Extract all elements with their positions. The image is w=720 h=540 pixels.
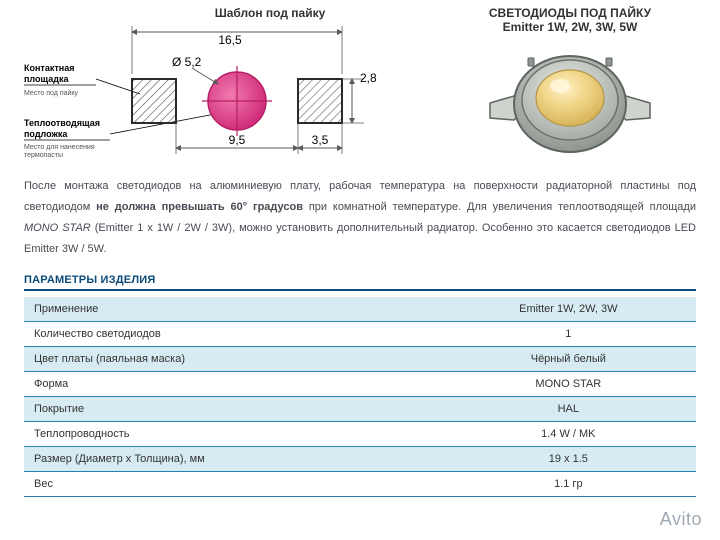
param-key: Вес: [24, 471, 441, 496]
label-contact-note: Место под пайку: [24, 89, 79, 97]
dim-center: 9,5: [229, 133, 246, 147]
param-value: MONO STAR: [441, 371, 696, 396]
param-value: 1.1 гр: [441, 471, 696, 496]
param-key: Покрытие: [24, 396, 441, 421]
param-key: Размер (Диаметр x Толщина), мм: [24, 446, 441, 471]
led-notch-2: [606, 58, 612, 66]
soldering-diagram: Шаблон под пайку Контактная площад: [20, 6, 440, 162]
led-highlight: [550, 79, 570, 93]
para-t2: при комнатной температуре. Для увеличени…: [303, 201, 696, 213]
params-tbody: ПрименениеEmitter 1W, 2W, 3WКоличество с…: [24, 297, 696, 497]
label-contact-pad-1: Контактная: [24, 63, 74, 73]
pad-left: [132, 79, 176, 123]
section-header: ПАРАМЕТРЫ ИЗДЕЛИЯ: [24, 274, 696, 291]
led-notch-1: [528, 58, 534, 66]
led-svg: [470, 38, 670, 158]
param-value: 19 x 1.5: [441, 446, 696, 471]
param-value: Чёрный белый: [441, 346, 696, 371]
label-contact-pad-2: площадка: [24, 74, 69, 84]
top-section: Шаблон под пайку Контактная площад: [0, 0, 720, 170]
label-heatsink-note-2: термопасты: [24, 152, 63, 159]
dim-height: 2,8: [360, 71, 377, 85]
table-row: Размер (Диаметр x Толщина), мм19 x 1.5: [24, 446, 696, 471]
param-key: Применение: [24, 297, 441, 322]
param-value: 1.4 W / MK: [441, 421, 696, 446]
table-row: ПрименениеEmitter 1W, 2W, 3W: [24, 297, 696, 322]
pad-right: [298, 79, 342, 123]
params-table: ПрименениеEmitter 1W, 2W, 3WКоличество с…: [24, 297, 696, 497]
table-row: Количество светодиодов1: [24, 321, 696, 346]
label-heatsink-2: подложка: [24, 129, 68, 139]
table-row: ПокрытиеHAL: [24, 396, 696, 421]
param-value: Emitter 1W, 2W, 3W: [441, 297, 696, 322]
led-title: СВЕТОДИОДЫ ПОД ПАЙКУ: [440, 6, 700, 20]
watermark: Avito: [660, 509, 702, 530]
dim-dia: Ø 5,2: [172, 55, 202, 69]
table-row: Теплопроводность1.4 W / MK: [24, 421, 696, 446]
led-dome: [536, 70, 604, 126]
dim-right: 3,5: [312, 133, 329, 147]
table-row: ФормаMONO STAR: [24, 371, 696, 396]
param-value: 1: [441, 321, 696, 346]
para-em: MONO STAR: [24, 222, 91, 234]
description-paragraph: После монтажа светодиодов на алюминиевую…: [0, 170, 720, 270]
led-subtitle: Emitter 1W, 2W, 3W, 5W: [440, 20, 700, 34]
table-row: Цвет платы (паяльная маска)Чёрный белый: [24, 346, 696, 371]
para-strong: не должна превышать 60° градусов: [96, 201, 303, 213]
param-value: HAL: [441, 396, 696, 421]
param-key: Цвет платы (паяльная маска): [24, 346, 441, 371]
param-key: Форма: [24, 371, 441, 396]
dim-overall: 16,5: [218, 33, 242, 47]
para-t3: (Emitter 1 x 1W / 2W / 3W), можно устано…: [24, 222, 696, 255]
table-row: Вес1.1 гр: [24, 471, 696, 496]
led-area: СВЕТОДИОДЫ ПОД ПАЙКУ Emitter 1W, 2W, 3W,…: [440, 6, 700, 162]
param-key: Количество светодиодов: [24, 321, 441, 346]
diagram-svg: Контактная площадка Место под пайку Тепл…: [20, 24, 420, 164]
label-heatsink-1: Теплоотводящая: [24, 118, 100, 128]
param-key: Теплопроводность: [24, 421, 441, 446]
diagram-title: Шаблон под пайку: [100, 6, 440, 20]
label-heatsink-note-1: Место для нанесения: [24, 144, 95, 151]
